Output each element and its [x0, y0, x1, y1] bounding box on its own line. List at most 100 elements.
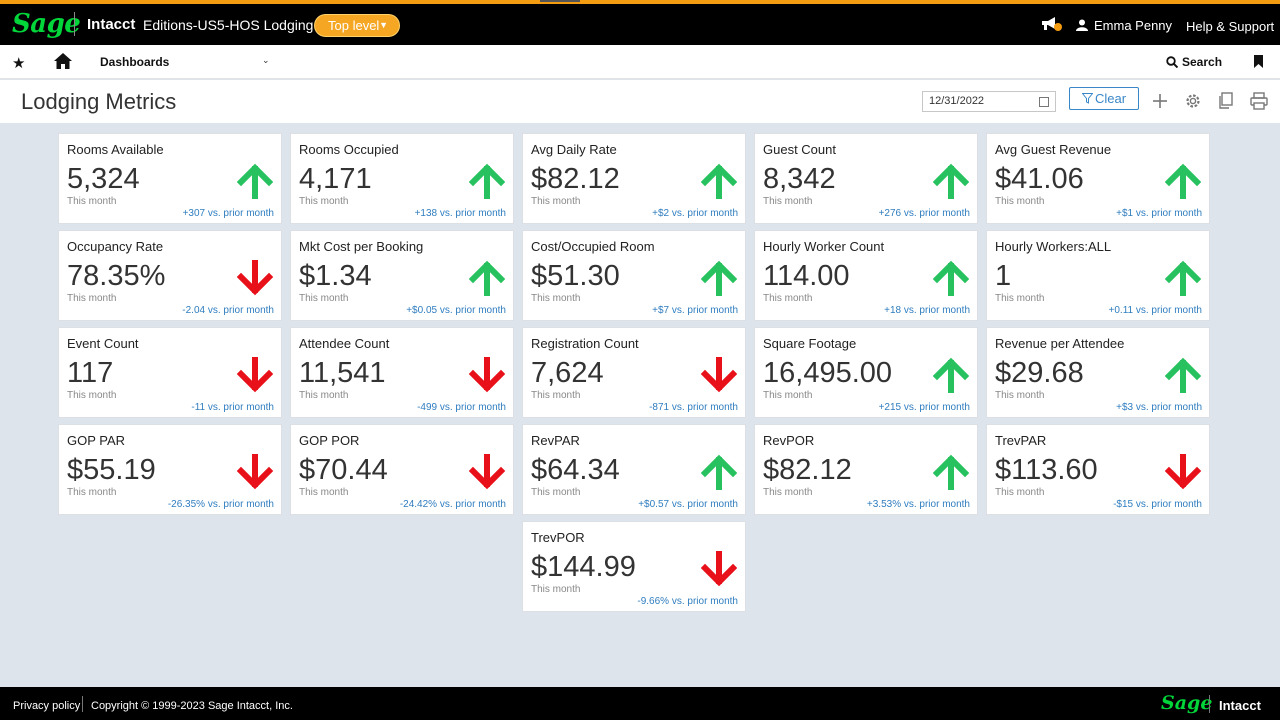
arrow-down-icon: [237, 260, 273, 296]
arrow-up-icon: [933, 260, 969, 296]
copy-icon[interactable]: [1216, 91, 1236, 111]
metric-period: This month: [763, 487, 813, 498]
logo-divider: [74, 12, 75, 36]
arrow-up-icon: [701, 163, 737, 199]
metric-change: -499 vs. prior month: [417, 402, 506, 413]
metric-change: +0.11 vs. prior month: [1108, 305, 1202, 316]
metric-period: This month: [531, 584, 581, 595]
metric-card-hourly-worker-count[interactable]: Hourly Worker Count 114.00 This month +18 v…: [754, 230, 978, 321]
metric-period: This month: [995, 390, 1045, 401]
metric-card-guest-count[interactable]: Guest Count 8,342 This month +276 vs. prior…: [754, 133, 978, 224]
sage-logo[interactable]: Sage: [12, 9, 81, 39]
metric-title: Event Count: [67, 336, 139, 351]
metric-change: +$1 vs. prior month: [1116, 208, 1202, 219]
dashboards-menu[interactable]: Dashboards: [100, 55, 170, 69]
metric-value: $70.44: [299, 454, 388, 486]
arrow-down-icon: [701, 357, 737, 393]
calendar-icon[interactable]: [1039, 97, 1049, 107]
search-button[interactable]: Search: [1166, 55, 1222, 69]
top-level-label: Top level: [328, 18, 380, 33]
metric-change: -9.66% vs. prior month: [637, 596, 738, 607]
arrow-up-icon: [469, 163, 505, 199]
arrow-down-icon: [1165, 454, 1201, 490]
user-menu[interactable]: Emma Penny: [1076, 18, 1172, 33]
metric-change: -2.04 vs. prior month: [182, 305, 274, 316]
metric-title: Guest Count: [763, 142, 836, 157]
privacy-policy-link[interactable]: Privacy policy: [13, 700, 81, 712]
top-level-button[interactable]: Top level ▼: [314, 14, 400, 37]
metric-card-cost-occupied-room[interactable]: Cost/Occupied Room $51.30 This month +$7 vs…: [522, 230, 746, 321]
nav-bar: ★ Dashboards ⌄ Search: [0, 45, 1280, 79]
metric-card-rooms-available[interactable]: Rooms Available 5,324 This month +307 vs. p…: [58, 133, 282, 224]
metric-title: Registration Count: [531, 336, 639, 351]
metric-period: This month: [995, 293, 1045, 304]
metric-change: +$2 vs. prior month: [652, 208, 738, 219]
metric-card-rooms-occupied[interactable]: Rooms Occupied 4,171 This month +138 vs. pr…: [290, 133, 514, 224]
metric-card-trevpar[interactable]: TrevPAR $113.60 This month -$15 vs. prior m…: [986, 424, 1210, 515]
metric-card-gop-por[interactable]: GOP POR $70.44 This month -24.42% vs. prior…: [290, 424, 514, 515]
metric-card-avg-guest-revenue[interactable]: Avg Guest Revenue $41.06 This month +$1 vs.…: [986, 133, 1210, 224]
metric-card-registration-count[interactable]: Registration Count 7,624 This month -871 vs…: [522, 327, 746, 418]
metric-card-event-count[interactable]: Event Count 117 This month -11 vs. prior mo…: [58, 327, 282, 418]
metric-period: This month: [763, 390, 813, 401]
metric-card-gop-par[interactable]: GOP PAR $55.19 This month -26.35% vs. prior…: [58, 424, 282, 515]
metric-change: -871 vs. prior month: [649, 402, 738, 413]
megaphone-icon[interactable]: [1040, 16, 1062, 32]
clear-filter-button[interactable]: Clear: [1069, 87, 1139, 110]
bookmark-icon[interactable]: [1254, 55, 1263, 68]
metric-title: Revenue per Attendee: [995, 336, 1125, 351]
metric-value: 114.00: [763, 260, 850, 292]
metric-change: -26.35% vs. prior month: [167, 499, 274, 510]
favorites-star-icon[interactable]: ★: [12, 55, 26, 72]
metric-period: This month: [299, 293, 349, 304]
metric-value: $29.68: [995, 357, 1084, 389]
add-icon[interactable]: [1150, 91, 1170, 111]
metric-card-attendee-count[interactable]: Attendee Count 11,541 This month -499 vs. p…: [290, 327, 514, 418]
metric-period: This month: [299, 487, 349, 498]
date-value: 12/31/2022: [929, 95, 985, 107]
home-icon[interactable]: [54, 53, 72, 69]
chevron-down-icon[interactable]: ⌄: [262, 55, 270, 65]
metric-period: This month: [995, 196, 1045, 207]
metric-period: This month: [67, 390, 117, 401]
metric-title: TrevPOR: [531, 530, 585, 545]
metric-card-avg-daily-rate[interactable]: Avg Daily Rate $82.12 This month +$2 vs. pr…: [522, 133, 746, 224]
arrow-up-icon: [1165, 357, 1201, 393]
company-name[interactable]: Editions-US5-HOS Lodging: [143, 17, 314, 33]
date-field[interactable]: 12/31/2022: [922, 91, 1056, 112]
metric-card-mkt-cost-per-booking[interactable]: Mkt Cost per Booking $1.34 This month +$0.0…: [290, 230, 514, 321]
search-label: Search: [1182, 55, 1223, 69]
metric-title: Attendee Count: [299, 336, 390, 351]
metric-change: +215 vs. prior month: [878, 402, 970, 413]
brand-name: Intacct: [87, 16, 136, 33]
metric-card-revenue-per-attendee[interactable]: Revenue per Attendee $29.68 This month +$3 …: [986, 327, 1210, 418]
help-support-link[interactable]: Help & Support: [1186, 19, 1275, 34]
metric-card-occupancy-rate[interactable]: Occupancy Rate 78.35% This month -2.04 vs. …: [58, 230, 282, 321]
metric-value: 8,342: [763, 163, 836, 195]
metric-title: Avg Daily Rate: [531, 142, 617, 157]
search-icon: [1166, 56, 1178, 68]
metric-card-square-footage[interactable]: Square Footage 16,495.00 This month +215 vs…: [754, 327, 978, 418]
metric-period: This month: [299, 196, 349, 207]
top-accent-stripe: [0, 0, 1280, 4]
metric-title: Rooms Occupied: [299, 142, 399, 157]
metric-value: 1: [995, 260, 1012, 292]
arrow-down-icon: [469, 454, 505, 490]
arrow-down-icon: [469, 357, 505, 393]
metric-change: +138 vs. prior month: [414, 208, 506, 219]
metric-card-revpar[interactable]: RevPAR $64.34 This month +$0.57 vs. prior m…: [522, 424, 746, 515]
metric-change: +$0.57 vs. prior month: [638, 499, 738, 510]
metric-title: Avg Guest Revenue: [995, 142, 1112, 157]
top-bar: Sage Intacct Editions-US5-HOS Lodging To…: [0, 0, 1280, 45]
metric-value: $144.99: [531, 551, 636, 583]
metric-change: +307 vs. prior month: [182, 208, 274, 219]
metric-card-revpor[interactable]: RevPOR $82.12 This month +3.53% vs. prior m…: [754, 424, 978, 515]
print-icon[interactable]: [1249, 91, 1269, 111]
metric-period: This month: [531, 293, 581, 304]
metric-value: 5,324: [67, 163, 140, 195]
gear-icon[interactable]: [1183, 91, 1203, 111]
metric-period: This month: [531, 196, 581, 207]
metric-title: RevPOR: [763, 433, 815, 448]
metric-card-hourly-workers-all[interactable]: Hourly Workers:ALL 1 This month +0.11 vs. p…: [986, 230, 1210, 321]
metric-card-trevpor[interactable]: TrevPOR $144.99 This month -9.66% vs. prior…: [522, 521, 746, 612]
